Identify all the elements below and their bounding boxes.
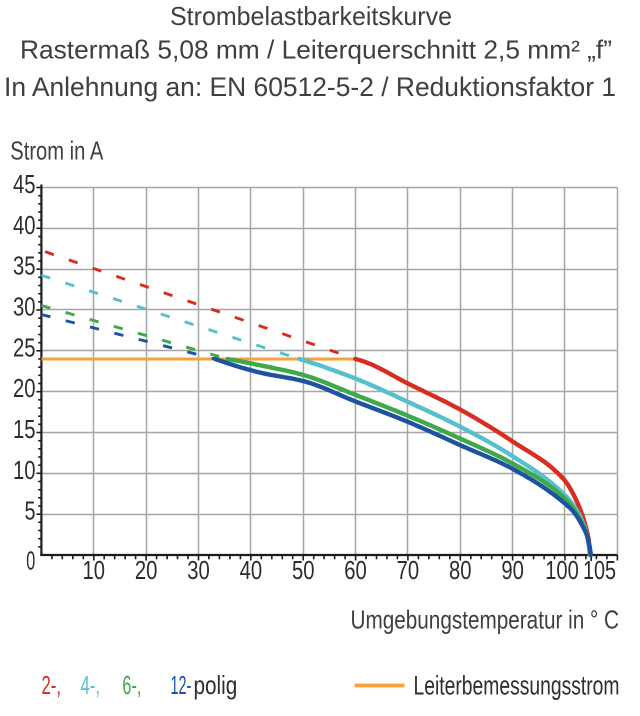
svg-text:5: 5: [25, 496, 36, 526]
svg-text:15: 15: [13, 414, 36, 444]
svg-text:4-,: 4-,: [81, 670, 101, 700]
svg-text:Strom in A: Strom in A: [10, 136, 104, 166]
svg-text:105: 105: [583, 555, 616, 585]
svg-text:50: 50: [292, 555, 315, 585]
svg-text:40: 40: [240, 555, 263, 585]
svg-text:70: 70: [397, 555, 420, 585]
svg-text:30: 30: [13, 291, 36, 321]
svg-text:12-: 12-: [171, 670, 192, 700]
svg-text:0: 0: [26, 546, 35, 576]
svg-text:25: 25: [13, 332, 36, 362]
svg-text:40: 40: [13, 210, 36, 240]
svg-text:Leiterbemessungsstrom: Leiterbemessungsstrom: [414, 671, 620, 701]
svg-text:60: 60: [344, 555, 367, 585]
svg-text:6-,: 6-,: [122, 670, 141, 700]
svg-text:Umgebungstemperatur in ° C: Umgebungstemperatur in ° C: [351, 604, 620, 634]
svg-text:20: 20: [135, 555, 158, 585]
svg-text:Rastermaß 5,08 mm / Leiterquer: Rastermaß 5,08 mm / Leiterquerschnitt 2,…: [20, 35, 612, 65]
svg-text:10: 10: [83, 555, 106, 585]
svg-text:30: 30: [187, 555, 210, 585]
svg-text:10: 10: [13, 455, 36, 485]
svg-text:100: 100: [545, 555, 579, 585]
svg-text:35: 35: [13, 251, 36, 281]
svg-text:Strombelastbarkeitskurve: Strombelastbarkeitskurve: [170, 1, 452, 31]
svg-text:polig: polig: [194, 670, 238, 700]
svg-text:2-,: 2-,: [42, 670, 62, 700]
svg-text:45: 45: [13, 169, 36, 199]
svg-text:90: 90: [501, 555, 524, 585]
svg-text:80: 80: [449, 555, 472, 585]
svg-text:In Anlehnung an: EN 60512-5-2: In Anlehnung an: EN 60512-5-2 / Reduktio…: [4, 72, 616, 102]
svg-text:20: 20: [13, 373, 36, 403]
